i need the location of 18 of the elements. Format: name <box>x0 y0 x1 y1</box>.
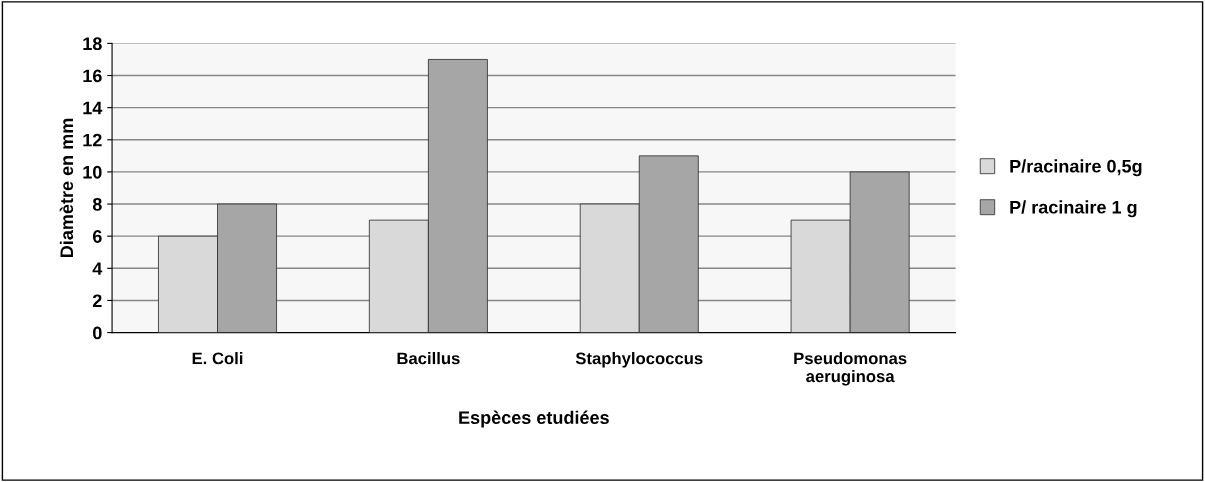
y-tick-label: 4 <box>92 262 103 275</box>
x-tick-label: E. Coli <box>192 352 243 365</box>
y-tick-label: 10 <box>83 165 102 179</box>
x-tick-label: Pseudomonas aeruginosa <box>794 352 907 386</box>
legend-label: P/ racinaire 1 g <box>1010 200 1137 218</box>
y-tick-label: 2 <box>92 294 102 307</box>
y-tick-label: 8 <box>92 197 102 211</box>
y-axis-title: Diamètre en mm <box>59 118 74 258</box>
x-tick-label: Staphylococcus <box>575 352 703 368</box>
y-tick-label: 14 <box>83 101 103 115</box>
y-tick-label: 0 <box>93 326 102 340</box>
x-axis-title: Espèces etudiées <box>459 410 609 428</box>
y-tick-label: 16 <box>83 69 102 83</box>
y-tick-label: 18 <box>83 37 102 51</box>
y-tick-label: 6 <box>92 230 102 243</box>
x-tick-label: Bacillus <box>397 352 460 365</box>
y-tick-label: 12 <box>83 133 102 147</box>
legend-label: P/racinaire 0,5g <box>1010 159 1142 177</box>
